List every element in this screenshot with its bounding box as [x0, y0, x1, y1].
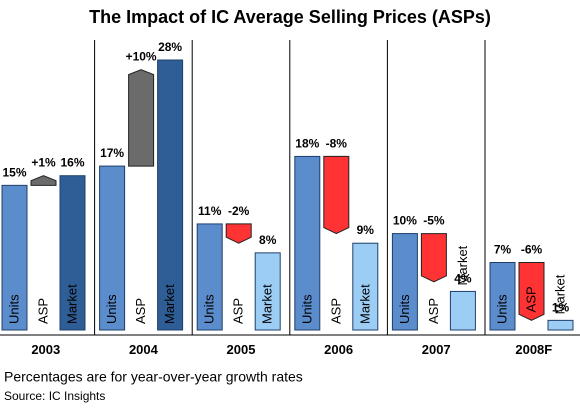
series-label: ASP [426, 298, 441, 324]
series-label: ASP [133, 298, 148, 324]
chart-title: The Impact of IC Average Selling Prices … [89, 7, 491, 27]
value-label: -2% [228, 204, 250, 218]
bar [157, 59, 184, 331]
asp-arrow [128, 69, 155, 167]
category-label: 2004 [129, 342, 159, 357]
series-label: Units [397, 294, 412, 324]
value-label: 16% [60, 156, 84, 170]
asp-arrow [225, 223, 252, 244]
asp-arrow [420, 233, 447, 283]
series-label: Market [357, 284, 372, 324]
bar [391, 233, 418, 331]
series-label: Units [7, 294, 22, 324]
value-label: -5% [423, 214, 445, 228]
category-label: 2005 [227, 342, 256, 357]
bar [449, 290, 476, 331]
bar [99, 165, 126, 331]
value-label: 7% [494, 243, 512, 257]
value-label: 10% [393, 214, 417, 228]
value-label: +1% [31, 156, 56, 170]
category-label: 2007 [422, 342, 451, 357]
bar [294, 155, 321, 331]
value-label: 18% [295, 136, 319, 150]
value-label: 1% [552, 300, 570, 314]
series-label: ASP [524, 286, 539, 312]
series-label: Market [553, 274, 568, 314]
source: Source: IC Insights [4, 389, 105, 403]
series-label: Units [202, 294, 217, 324]
value-label: 15% [2, 165, 26, 179]
bar [254, 252, 281, 331]
series-label: Units [495, 294, 510, 324]
note: Percentages are for year-over-year growt… [4, 369, 303, 385]
value-label: 17% [100, 146, 124, 160]
category-label: 2008F [515, 342, 552, 357]
value-label: +10% [126, 50, 157, 64]
series-label: ASP [36, 298, 51, 324]
series-label: Market [260, 284, 275, 324]
bar [1, 184, 28, 331]
asp-arrow [518, 262, 545, 321]
series-label: Market [455, 245, 470, 285]
category-label: 2003 [31, 342, 60, 357]
series-label: Units [104, 294, 119, 324]
bar [352, 242, 379, 331]
asp-arrow [30, 175, 57, 186]
asp-arrow [323, 155, 350, 235]
series-label: ASP [328, 298, 343, 324]
value-label: -8% [326, 136, 348, 150]
value-label: 4% [454, 271, 472, 285]
value-label: 28% [158, 40, 182, 54]
value-label: 8% [259, 233, 277, 247]
bar [59, 175, 86, 331]
series-label: Units [299, 294, 314, 324]
value-label: -6% [521, 243, 543, 257]
bar [547, 319, 574, 331]
series-label: ASP [231, 298, 246, 324]
value-label: 9% [357, 223, 375, 237]
series-label: Market [162, 284, 177, 324]
bar [196, 223, 223, 331]
value-label: 11% [198, 204, 222, 218]
bar [489, 262, 516, 331]
category-label: 2006 [324, 342, 353, 357]
series-label: Market [65, 284, 80, 324]
